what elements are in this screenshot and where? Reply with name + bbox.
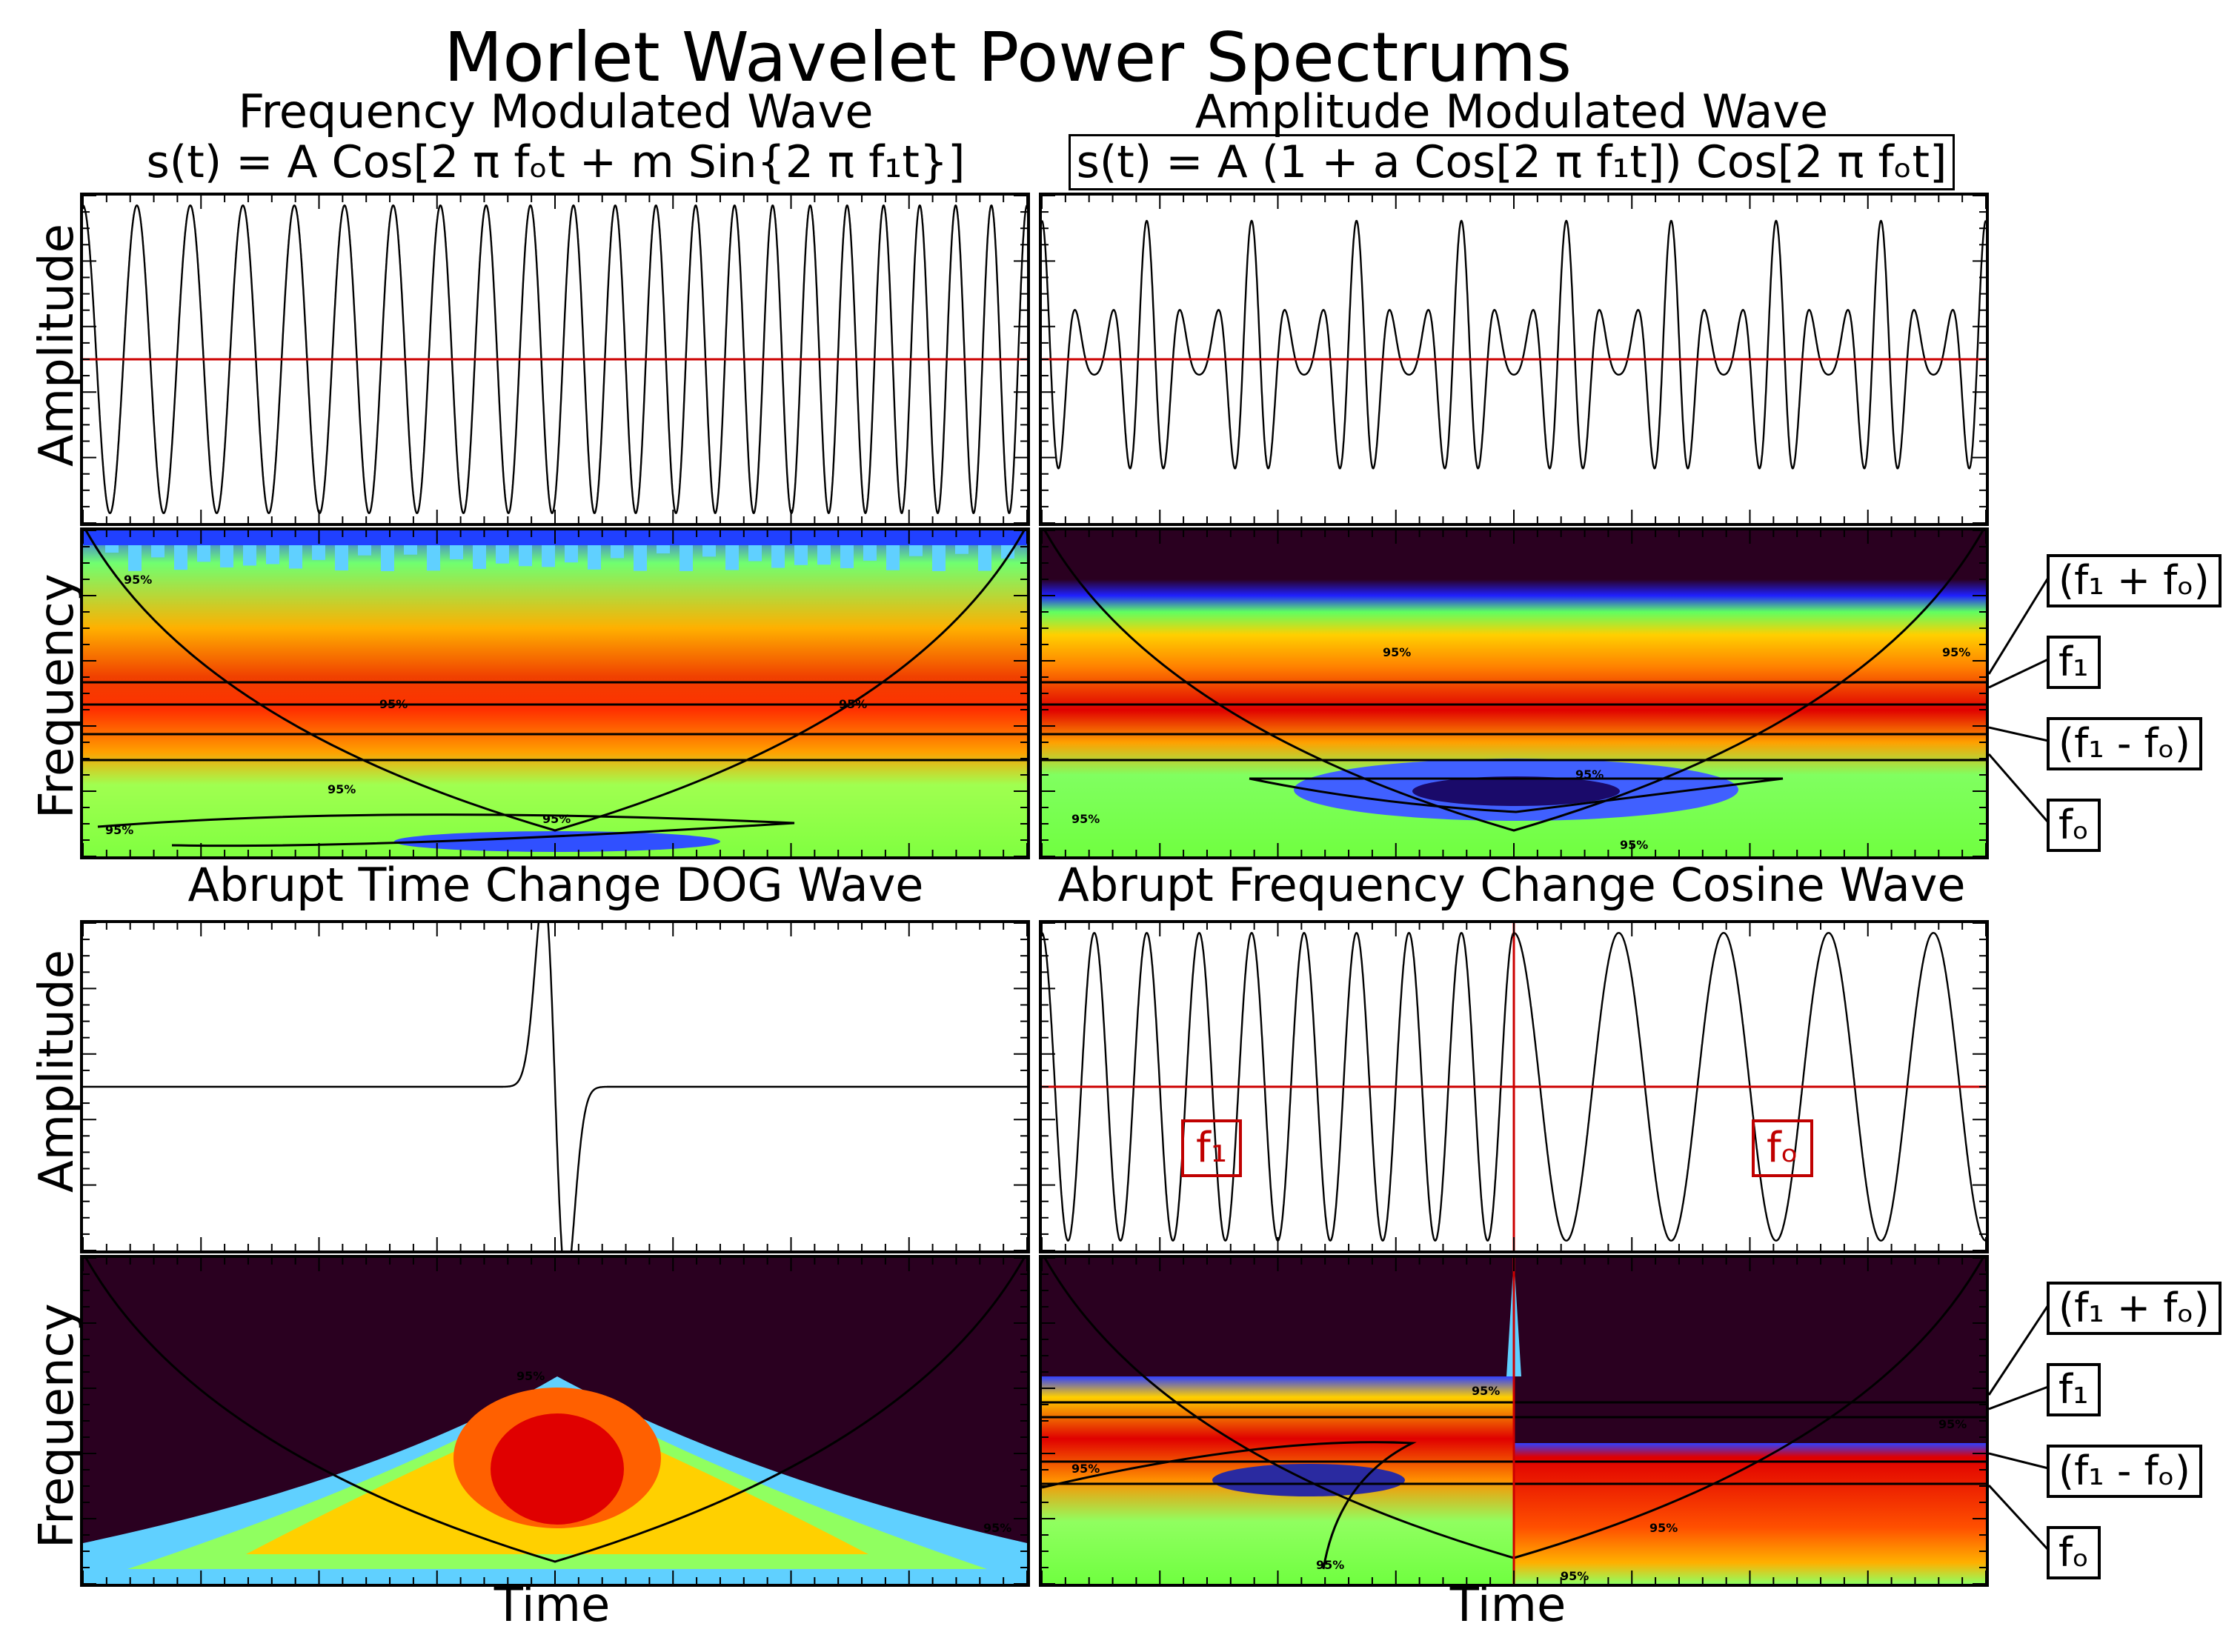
connector-line — [1989, 726, 2049, 742]
am-wavelet-spectrum: 95% 95% 95% 95% 95% — [1039, 527, 1989, 859]
contour-label: 95% — [1071, 812, 1100, 826]
dog-title: Abrupt Time Change DOG Wave — [187, 858, 924, 912]
contour-label: 95% — [839, 697, 867, 711]
am-amplitude-plot — [1039, 193, 1989, 526]
contour-line — [1042, 1441, 1417, 1570]
connector-line — [1989, 753, 2050, 823]
contour-label: 95% — [328, 782, 356, 796]
cos-amplitude-plot: f₁ fₒ — [1039, 920, 1989, 1253]
fm-signal-line — [83, 204, 1027, 514]
dog-red — [491, 1413, 624, 1525]
am-low-core — [1412, 776, 1620, 806]
ylabel-frequency-top: Frequency — [30, 573, 84, 819]
ylabel-amplitude-top: Amplitude — [30, 224, 84, 467]
contour-label: 95% — [1938, 1417, 1967, 1431]
fm-wavelet-svg: 95% 95% 95% 95% 95% 95% — [83, 530, 1027, 856]
connector-line — [1989, 577, 2050, 675]
freq-label-diff-bottom: (f₁ - fₒ) — [2047, 1445, 2202, 1498]
contour-label: 95% — [1071, 1462, 1100, 1476]
xlabel-time-left: Time — [494, 1578, 611, 1633]
cos-wavelet-spectrum: 95% 95% 95% 95% 95% 95% — [1039, 1255, 1989, 1587]
dog-signal-line — [83, 923, 1027, 1250]
cos-fo-label: fₒ — [1752, 1119, 1813, 1177]
page-title: Morlet Wavelet Power Spectrums — [443, 18, 1572, 97]
freq-label-sum-bottom: (f₁ + fₒ) — [2047, 1282, 2222, 1335]
am-wavelet-svg: 95% 95% 95% 95% 95% — [1042, 530, 1986, 856]
fm-amplitude-plot — [80, 193, 1030, 526]
contour-label: 95% — [516, 1369, 545, 1383]
dog-signal-svg — [83, 923, 1027, 1250]
contour-line — [1249, 777, 1784, 813]
axis-ticks — [1042, 1258, 1986, 1584]
freq-label-diff-top: (f₁ - fₒ) — [2047, 717, 2202, 770]
ylabel-amplitude-bottom: Amplitude — [30, 950, 84, 1193]
am-title: Amplitude Modulated Wave — [1194, 84, 1829, 139]
contour-label: 95% — [542, 812, 571, 826]
contour-label: 95% — [1575, 767, 1604, 782]
contour-label: 95% — [124, 573, 152, 587]
freq-label-f1-top: f₁ — [2047, 636, 2101, 689]
ylabel-frequency-bottom: Frequency — [30, 1303, 84, 1548]
dog-amplitude-plot — [80, 920, 1030, 1253]
contour-label: 95% — [1942, 645, 1970, 659]
cos-signal-svg — [1042, 923, 1986, 1250]
am-signal-svg — [1042, 196, 1986, 523]
contour-label: 95% — [379, 697, 408, 711]
dog-wavelet-spectrum: 95% 95% — [80, 1255, 1030, 1587]
fm-signal-svg — [83, 196, 1027, 523]
contour-label: 95% — [1561, 1569, 1589, 1583]
connector-line — [1989, 1385, 2049, 1410]
am-formula: s(t) = A (1 + a Cos[2 π f₁t]) Cos[2 π fₒ… — [1068, 134, 1955, 190]
freq-label-f1-bottom: f₁ — [2047, 1363, 2101, 1416]
cos-wavelet-svg: 95% 95% 95% 95% 95% 95% — [1042, 1258, 1986, 1584]
cone-of-influence — [1043, 530, 1984, 832]
connector-line — [1989, 658, 2049, 689]
connector-line — [1989, 1452, 2049, 1470]
connector-lines — [1989, 577, 2050, 1551]
freq-label-fo-top: fₒ — [2047, 799, 2101, 852]
cos-f1-label: f₁ — [1181, 1119, 1243, 1177]
contour-label: 95% — [1649, 1521, 1678, 1535]
connector-line — [1989, 1305, 2050, 1396]
cone-of-influence — [84, 1258, 1026, 1563]
contour-label: 95% — [1316, 1558, 1344, 1572]
axis-ticks — [1042, 923, 1986, 1250]
fm-formula: s(t) = A Cos[2 π fₒt + m Sin{2 π f₁t}] — [146, 136, 966, 188]
contour-label: 95% — [105, 823, 133, 837]
connector-line — [1989, 1484, 2050, 1551]
cone-of-influence — [84, 530, 1026, 832]
cos-title: Abrupt Frequency Change Cosine Wave — [1057, 858, 1966, 912]
axis-ticks — [83, 923, 1027, 1250]
axis-ticks — [83, 196, 1027, 523]
fm-power-field — [83, 530, 1027, 856]
fm-wavelet-spectrum: 95% 95% 95% 95% 95% 95% — [80, 527, 1030, 859]
contour-line — [97, 813, 795, 847]
freq-label-fo-bottom: fₒ — [2047, 1526, 2101, 1579]
contour-label: 95% — [1383, 645, 1411, 659]
am-signal-line — [1042, 219, 1986, 470]
fm-title: Frequency Modulated Wave — [238, 84, 874, 139]
axis-ticks — [1042, 196, 1986, 523]
axis-ticks — [83, 530, 1027, 856]
axis-ticks — [83, 1258, 1027, 1584]
freq-label-sum-top: (f₁ + fₒ) — [2047, 554, 2222, 607]
cos-right-field — [1514, 1443, 1986, 1584]
contour-label: 95% — [1620, 838, 1648, 852]
contour-label: 95% — [983, 1521, 1011, 1535]
dog-wavelet-svg: 95% 95% — [83, 1258, 1027, 1584]
fm-low-blob — [394, 831, 720, 852]
contour-label: 95% — [1472, 1384, 1500, 1398]
axis-ticks — [1042, 530, 1986, 856]
xlabel-time-right: Time — [1449, 1578, 1566, 1633]
